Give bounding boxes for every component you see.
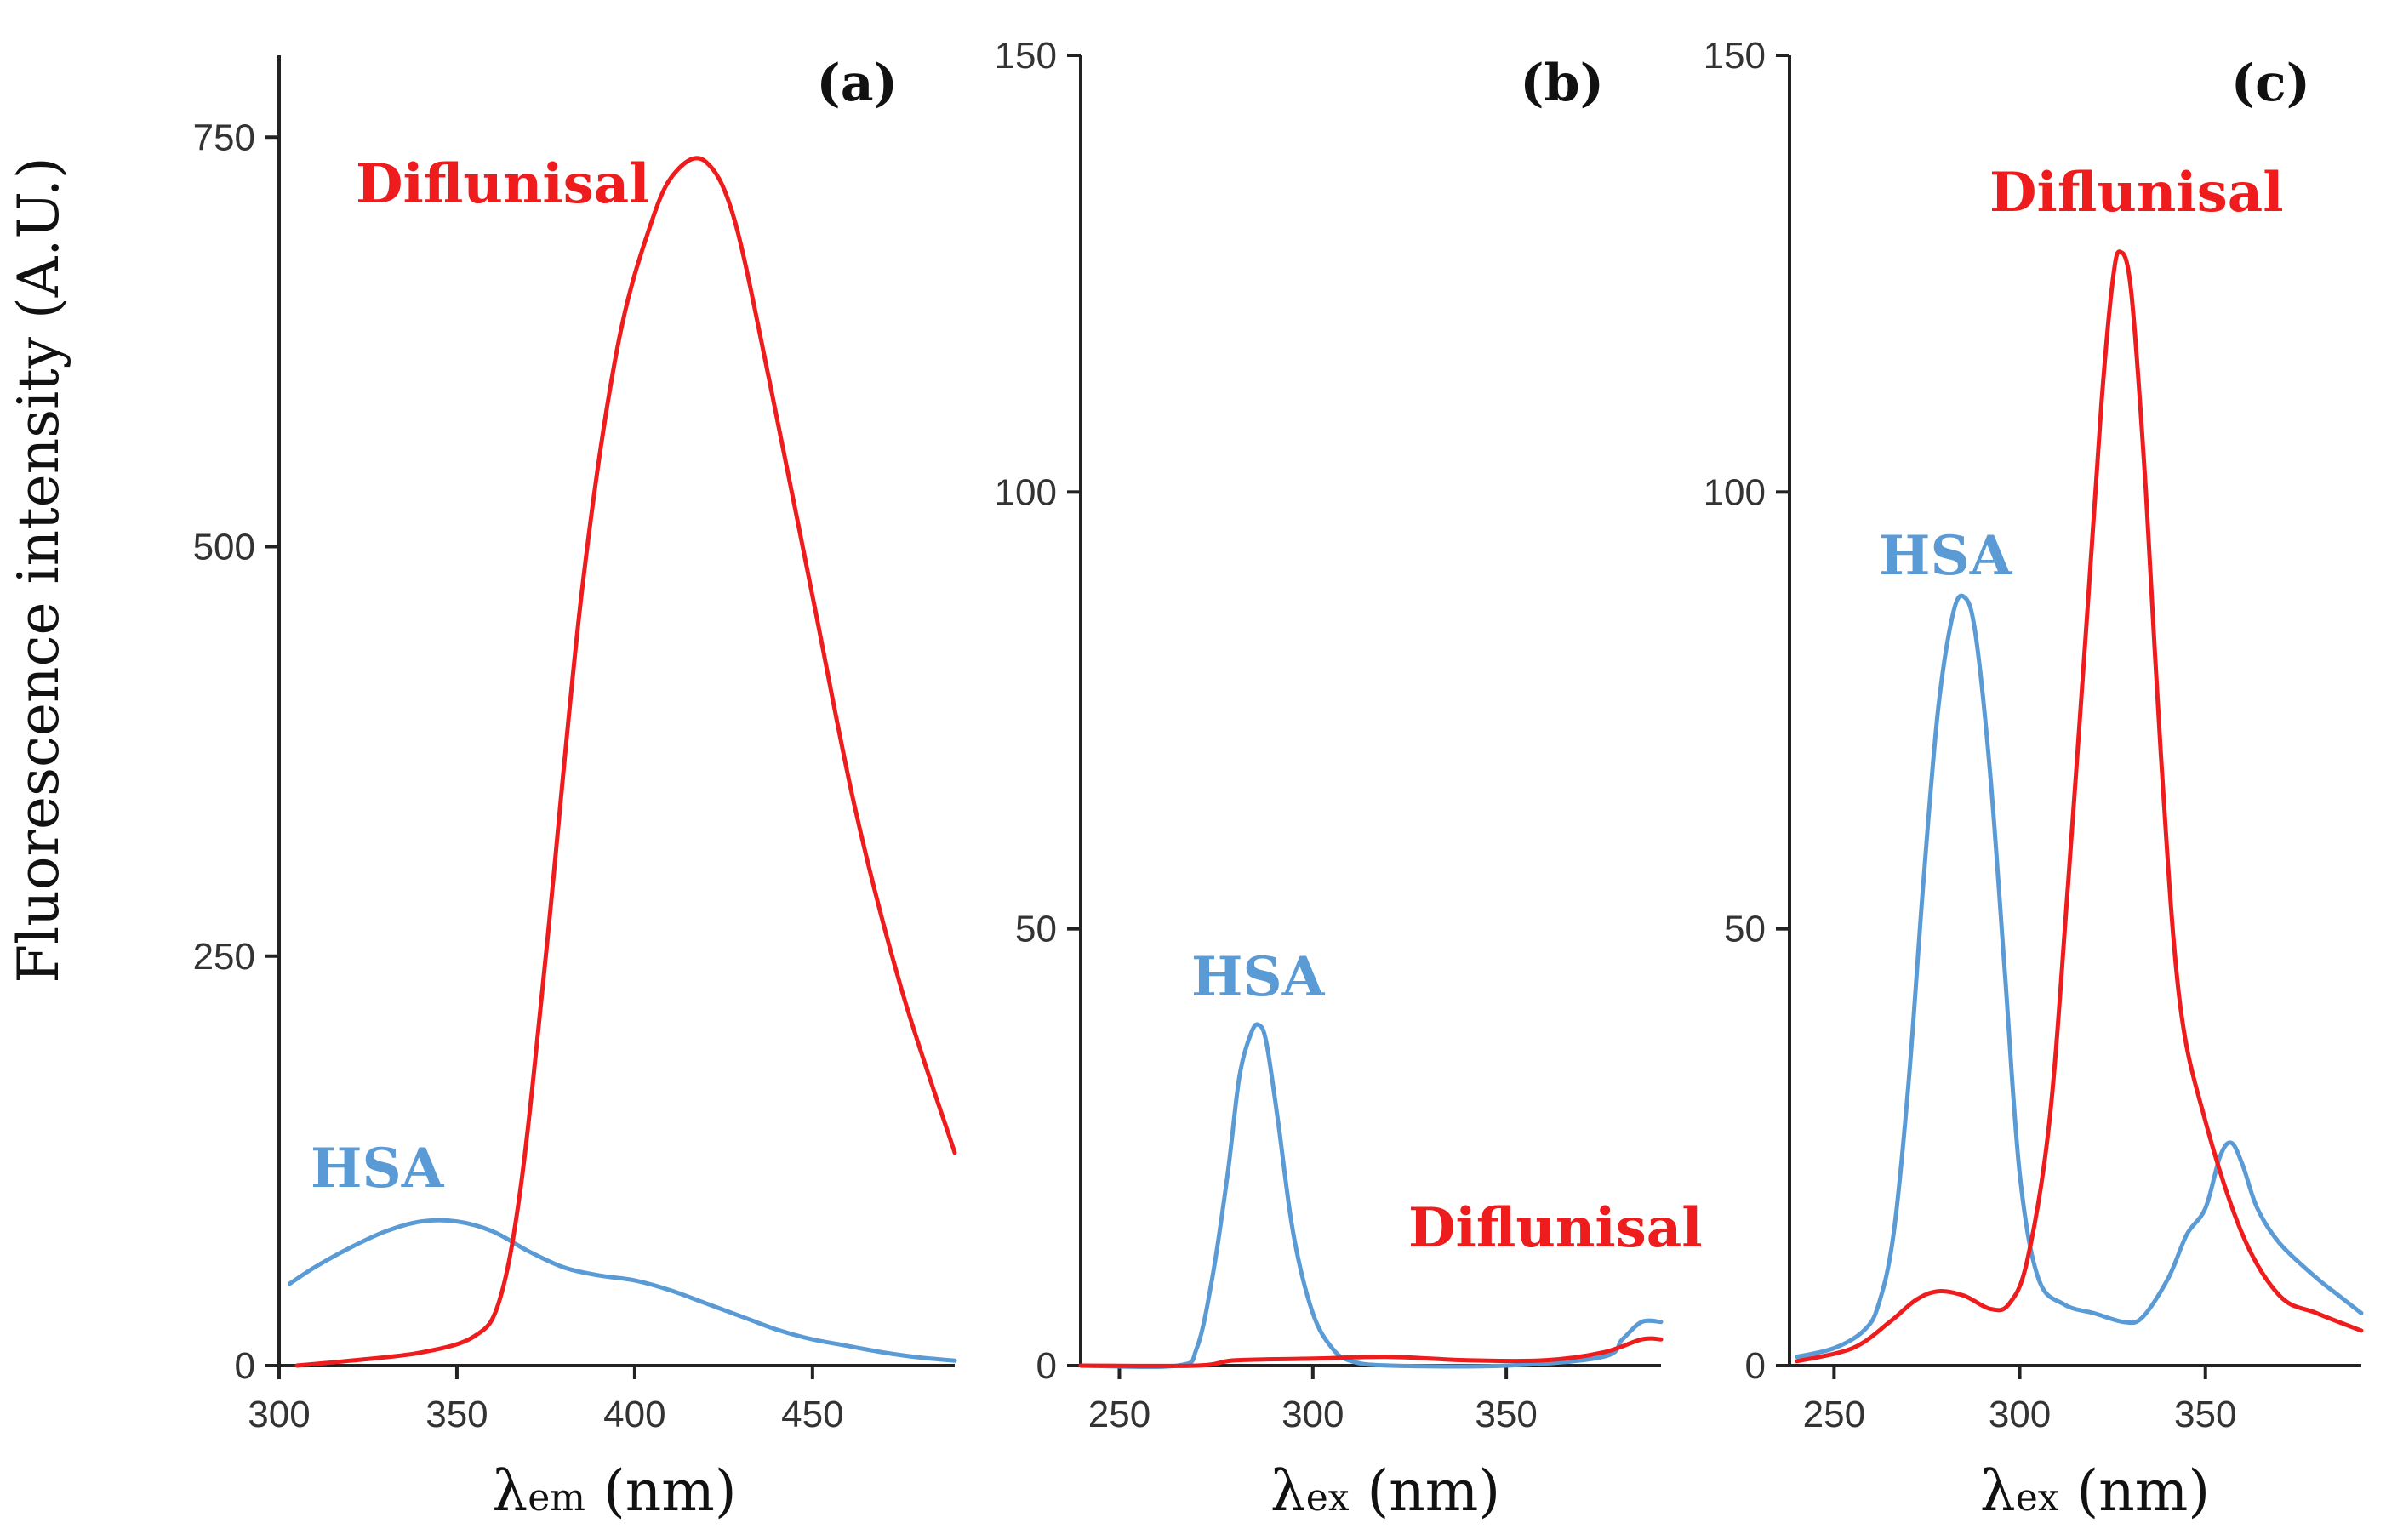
y-tick-label: 100 — [995, 471, 1057, 513]
panel-c: 0 50 100 150 250 300 350 λex (nm) HSA Diflunisal (… — [1704, 35, 2364, 1524]
y-tick-label: 250 — [193, 936, 255, 978]
series-label-hsa: HSA — [1191, 945, 1326, 1009]
series-line-diflunisal — [294, 156, 957, 1368]
x-axis-title-subscript: ex — [2016, 1476, 2059, 1520]
series-line-diflunisal — [1078, 1336, 1664, 1368]
x-axis-title: λex (nm) — [1980, 1458, 2210, 1524]
x-axis-title: λem (nm) — [492, 1458, 736, 1524]
series-label-hsa: HSA — [311, 1137, 445, 1201]
series-line-hsa — [288, 1218, 957, 1363]
series-label-diflunisal: Diflunisal — [356, 152, 650, 216]
series-label-diflunisal: Diflunisal — [1408, 1196, 1703, 1260]
y-tick-label: 500 — [193, 527, 255, 568]
y-tick-label: 150 — [995, 35, 1057, 77]
y-tick-label: 100 — [1704, 471, 1766, 513]
x-axis-title-symbol: λ — [1980, 1458, 2016, 1524]
y-tick-label: 0 — [1036, 1345, 1057, 1387]
x-tick-label: 350 — [425, 1394, 488, 1435]
panel-b: 0 50 100 150 250 300 350 λex (nm) HSA Diflunisal (… — [995, 35, 1703, 1524]
series-line-hsa — [1795, 593, 2364, 1360]
panel-label: (b) — [1520, 54, 1604, 113]
series-line-diflunisal — [1795, 249, 2364, 1364]
y-axis-title: Fluorescence intensity (A.U.) — [6, 157, 71, 983]
x-tick-label: 350 — [1475, 1394, 1537, 1435]
y-tick-label: 50 — [1724, 909, 1766, 950]
x-tick-label: 450 — [781, 1394, 843, 1435]
x-axis-title-symbol: λ — [492, 1458, 528, 1524]
x-tick-label: 400 — [603, 1394, 665, 1435]
x-axis-title-unit: (nm) — [1350, 1458, 1501, 1524]
y-tick-label: 0 — [235, 1345, 255, 1387]
x-tick-label: 300 — [1989, 1394, 2051, 1435]
y-tick-label: 150 — [1704, 35, 1766, 77]
x-axis-title-symbol: λ — [1270, 1458, 1306, 1524]
x-axis-title-unit: (nm) — [2059, 1458, 2211, 1524]
panel-label: (a) — [816, 54, 898, 113]
x-axis-title-subscript: ex — [1306, 1476, 1350, 1520]
x-axis-title-unit: (nm) — [585, 1458, 737, 1524]
x-tick-label: 300 — [248, 1394, 310, 1435]
x-tick-label: 300 — [1281, 1394, 1344, 1435]
x-axis-title: λex (nm) — [1270, 1458, 1500, 1524]
series-label-hsa: HSA — [1879, 524, 2013, 588]
series-label-diflunisal: Diflunisal — [1989, 161, 2284, 225]
x-axis-title-subscript: em — [528, 1476, 585, 1520]
panel-a: 0 250 500 750 300 350 400 450 λem (nm) HSA Difluni… — [193, 54, 957, 1524]
y-tick-label: 750 — [193, 117, 255, 158]
x-tick-label: 250 — [1803, 1394, 1865, 1435]
x-tick-label: 250 — [1088, 1394, 1150, 1435]
y-tick-label: 0 — [1745, 1345, 1766, 1387]
panel-label: (c) — [2231, 54, 2310, 113]
x-tick-label: 350 — [2174, 1394, 2236, 1435]
y-tick-label: 50 — [1015, 909, 1057, 950]
series-line-hsa — [1078, 1022, 1664, 1370]
